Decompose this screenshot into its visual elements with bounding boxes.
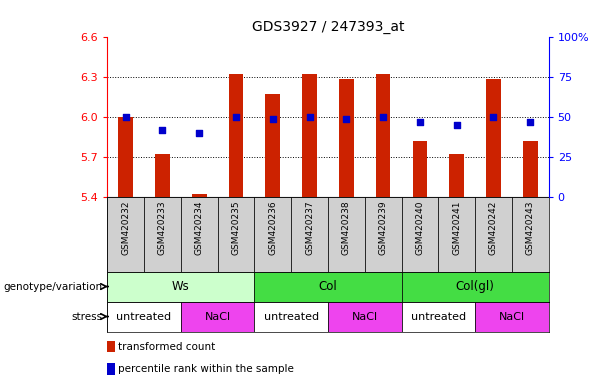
Bar: [181, 301, 254, 331]
Bar: [229, 74, 243, 197]
Point: [158, 127, 167, 133]
Point: [415, 119, 425, 125]
Bar: [523, 141, 538, 197]
Bar: [107, 271, 254, 301]
Bar: [254, 301, 328, 331]
Bar: [192, 194, 207, 197]
Text: GSM420243: GSM420243: [526, 200, 535, 255]
Point: [231, 113, 241, 119]
Point: [525, 119, 535, 125]
Text: GSM420235: GSM420235: [232, 200, 240, 255]
Title: GDS3927 / 247393_at: GDS3927 / 247393_at: [252, 20, 404, 34]
Bar: [254, 271, 402, 301]
Text: GSM420239: GSM420239: [379, 200, 387, 255]
Bar: [486, 79, 501, 197]
Point: [341, 116, 351, 122]
Text: transformed count: transformed count: [118, 342, 215, 352]
Bar: [449, 154, 464, 197]
Text: GSM420240: GSM420240: [416, 200, 424, 255]
Bar: [107, 301, 181, 331]
Point: [378, 113, 388, 119]
Bar: [107, 197, 144, 271]
Bar: [475, 197, 512, 271]
Bar: [402, 197, 438, 271]
Bar: [376, 74, 390, 197]
Point: [194, 129, 204, 136]
Bar: [402, 301, 475, 331]
Bar: [438, 197, 475, 271]
Bar: [475, 301, 549, 331]
Text: untreated: untreated: [116, 311, 172, 321]
Text: Col: Col: [319, 280, 337, 293]
Bar: [302, 74, 317, 197]
Point: [305, 113, 314, 119]
Text: untreated: untreated: [411, 311, 466, 321]
Text: untreated: untreated: [264, 311, 319, 321]
Bar: [155, 154, 170, 197]
Bar: [328, 197, 365, 271]
Bar: [328, 301, 402, 331]
Text: GSM420238: GSM420238: [342, 200, 351, 255]
Point: [268, 116, 278, 122]
Text: percentile rank within the sample: percentile rank within the sample: [118, 364, 294, 374]
Bar: [413, 141, 427, 197]
Point: [121, 113, 131, 119]
Text: GSM420233: GSM420233: [158, 200, 167, 255]
Bar: [254, 197, 291, 271]
Bar: [144, 197, 181, 271]
Text: genotype/variation: genotype/variation: [4, 281, 103, 291]
Bar: [339, 79, 354, 197]
Text: NaCl: NaCl: [205, 311, 230, 321]
Text: GSM420242: GSM420242: [489, 200, 498, 255]
Bar: [402, 271, 549, 301]
Text: GSM420236: GSM420236: [268, 200, 277, 255]
Text: GSM420234: GSM420234: [195, 200, 204, 255]
Bar: [512, 197, 549, 271]
Text: GSM420241: GSM420241: [452, 200, 461, 255]
Text: GSM420232: GSM420232: [121, 200, 130, 255]
Text: GSM420237: GSM420237: [305, 200, 314, 255]
Text: Col(gl): Col(gl): [455, 280, 495, 293]
Bar: [107, 341, 115, 352]
Bar: [118, 116, 133, 197]
Bar: [181, 197, 218, 271]
Text: Ws: Ws: [172, 280, 189, 293]
Bar: [365, 197, 402, 271]
Bar: [291, 197, 328, 271]
Bar: [107, 363, 115, 374]
Text: stress: stress: [72, 311, 103, 321]
Bar: [218, 197, 254, 271]
Text: NaCl: NaCl: [352, 311, 378, 321]
Text: NaCl: NaCl: [499, 311, 525, 321]
Point: [452, 121, 462, 127]
Point: [489, 113, 498, 119]
Bar: [265, 94, 280, 197]
